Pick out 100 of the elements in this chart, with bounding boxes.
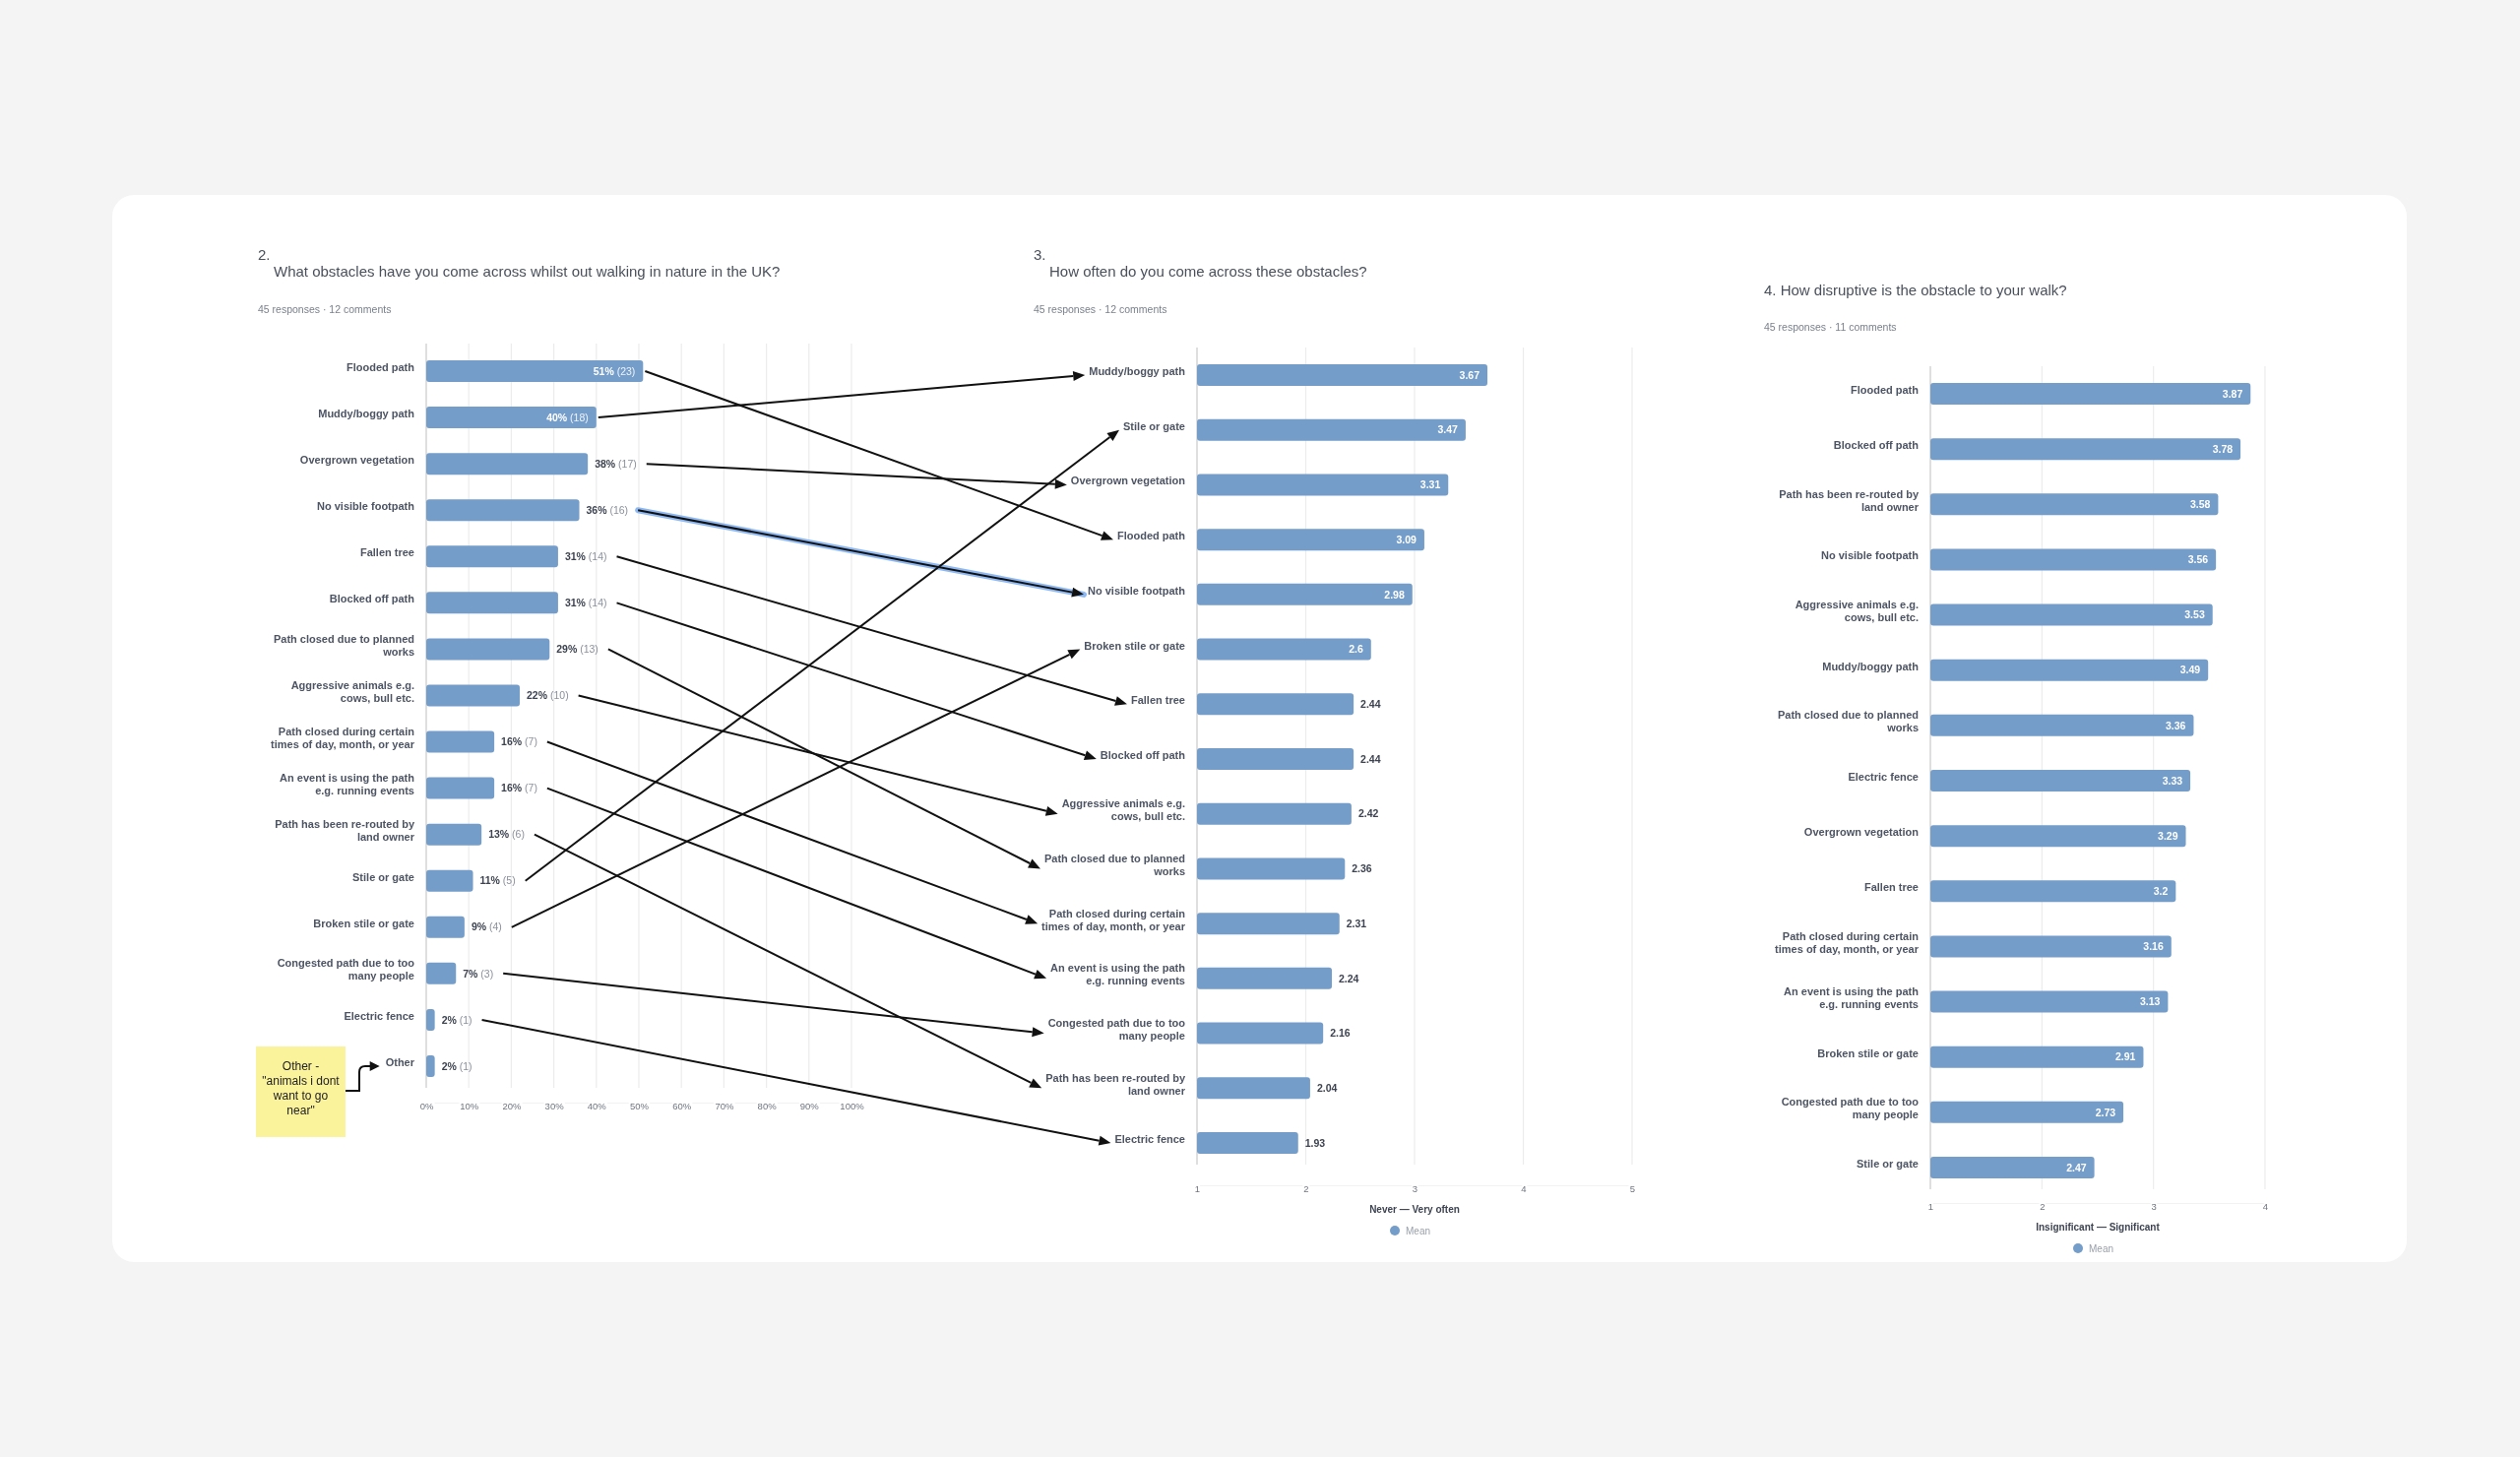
legend-label: Mean	[2089, 1242, 2114, 1254]
data-label: 3.36	[2166, 719, 2186, 731]
bar	[426, 592, 558, 614]
y-tick-label: Stile or gate	[352, 870, 414, 883]
bar	[426, 360, 644, 382]
x-tick-label: 60%	[672, 1100, 692, 1111]
data-label: 9% (4)	[471, 920, 502, 933]
text: Other - "animals i dont want to go near"	[262, 1058, 341, 1117]
y-tick-label: Path has been re-routed by land owner	[1045, 1071, 1186, 1097]
y-tick-label: Muddy/boggy path	[1089, 365, 1186, 377]
data-label: 2.04	[1316, 1081, 1338, 1094]
bar	[426, 499, 580, 522]
data-label: 3.78	[2212, 442, 2234, 455]
data-label: 2.47	[2066, 1161, 2087, 1173]
y-tick-label: Fallen tree	[1863, 881, 1919, 894]
y-tick-label: Congested path due to too many people	[277, 957, 415, 982]
y-tick-label: Aggressive animals e.g. cows, bull etc.	[1795, 599, 1919, 624]
x-tick-label: 3	[2151, 1200, 2157, 1212]
x-tick-label: 1	[1194, 1182, 1201, 1194]
bar	[426, 916, 465, 938]
x-tick-label: 40%	[587, 1100, 607, 1111]
y-tick-label: Muddy/boggy path	[318, 408, 415, 420]
y-tick-label: No visible footpath	[317, 500, 415, 513]
bar	[426, 407, 597, 429]
data-label: 36% (16)	[586, 503, 629, 516]
y-tick-label: Blocked off path	[329, 593, 415, 605]
y-tick-label: Flooded path	[346, 361, 415, 373]
bar	[426, 453, 589, 475]
y-tick-label: Flooded path	[1116, 530, 1186, 542]
y-tick-label: Electric fence	[1848, 771, 1919, 783]
data-label: 2.44	[1360, 752, 1381, 765]
y-tick-label: Congested path due to too many people	[1047, 1017, 1186, 1043]
data-label: 31% (14)	[564, 549, 607, 562]
x-tick-label: 4	[1521, 1182, 1527, 1194]
data-label: 38% (17)	[595, 457, 637, 470]
x-tick-label: 100%	[840, 1100, 865, 1111]
x-tick-label: 2	[2040, 1200, 2046, 1212]
bar	[426, 823, 482, 846]
bar	[426, 777, 495, 799]
data-label: 1.93	[1304, 1136, 1326, 1149]
data-label: 3.56	[2187, 553, 2209, 566]
x-tick-label: 10%	[460, 1100, 479, 1111]
data-label: 2.6	[1349, 643, 1363, 656]
x-tick-label: 0%	[419, 1100, 434, 1111]
bar	[426, 869, 473, 892]
y-tick-label: Stile or gate	[1857, 1158, 1919, 1170]
data-label: 2.42	[1357, 807, 1379, 820]
x-tick-label: 4	[2262, 1200, 2269, 1212]
data-label: 3.33	[2162, 774, 2183, 787]
data-label: 3.67	[1459, 368, 1480, 381]
data-label: 2.24	[1339, 972, 1359, 984]
y-tick-label: Path closed due to planned works	[1043, 852, 1185, 877]
data-label: 13% (6)	[488, 828, 525, 841]
data-label: 31% (14)	[564, 597, 607, 609]
y-tick-label: Path closed during certain times of day, month, or year	[1041, 907, 1186, 932]
bar	[426, 730, 495, 753]
y-tick-label: No visible footpath	[1088, 584, 1186, 597]
y-tick-label: Aggressive animals e.g. cows, bull etc.	[290, 678, 414, 704]
data-label: 3.2	[2153, 884, 2169, 897]
y-tick-label: Fallen tree	[1130, 694, 1185, 707]
x-tick-label: 90%	[799, 1100, 820, 1111]
y-tick-label: Fallen tree	[359, 546, 414, 559]
y-tick-label: Path closed during certain times of day, month, or year	[271, 726, 415, 751]
y-tick-label: An event is using the path e.g. running events	[1784, 985, 1920, 1011]
data-label: 22% (10)	[527, 689, 569, 702]
x-tick-label: 3	[1412, 1182, 1418, 1194]
y-tick-label: An event is using the path e.g. running events	[280, 772, 415, 797]
y-tick-label: Broken stile or gate	[313, 917, 414, 929]
data-label: 2% (1)	[441, 1059, 472, 1072]
x-axis-title: Never — Very often	[1369, 1204, 1460, 1215]
y-tick-label: Overgrown vegetation	[299, 454, 415, 467]
data-label: 3.31	[1419, 478, 1441, 491]
y-tick-label: Path has been re-routed by land owner	[275, 818, 415, 844]
data-label: 2.73	[2095, 1106, 2116, 1118]
y-tick-label: Broken stile or gate	[1084, 639, 1185, 652]
x-tick-label: 5	[1629, 1182, 1636, 1194]
data-label: 29% (13)	[556, 643, 598, 656]
x-tick-label: 2	[1303, 1182, 1309, 1194]
bar	[426, 1055, 435, 1077]
data-label: 11% (5)	[479, 874, 516, 887]
y-tick-label: Path closed due to planned works	[1777, 709, 1919, 734]
bar	[426, 684, 521, 707]
y-tick-label: An event is using the path e.g. running events	[1050, 962, 1186, 987]
data-label: 3.09	[1396, 533, 1418, 545]
y-tick-label: Other	[385, 1056, 415, 1068]
y-tick-label: Blocked off path	[1833, 439, 1920, 452]
data-label: 3.47	[1437, 423, 1459, 436]
data-label: 3.53	[2184, 608, 2205, 621]
legend-label: Mean	[1406, 1225, 1431, 1236]
data-label: 3.16	[2143, 940, 2164, 953]
y-tick-label: Path closed during certain times of day, month, or year	[1775, 929, 1920, 955]
data-label: 3.49	[2179, 664, 2201, 676]
bar	[426, 1008, 435, 1031]
x-tick-label: 20%	[502, 1100, 522, 1111]
data-label: 16% (7)	[501, 782, 537, 794]
chart-title: 4. How disruptive is the obstacle to your walk?	[1764, 282, 2067, 298]
y-tick-label: Overgrown vegetation	[1803, 826, 1920, 839]
x-tick-label: 1	[1927, 1200, 1934, 1212]
data-label: 2.36	[1352, 862, 1372, 875]
y-tick-label: No visible footpath	[1821, 549, 1920, 562]
